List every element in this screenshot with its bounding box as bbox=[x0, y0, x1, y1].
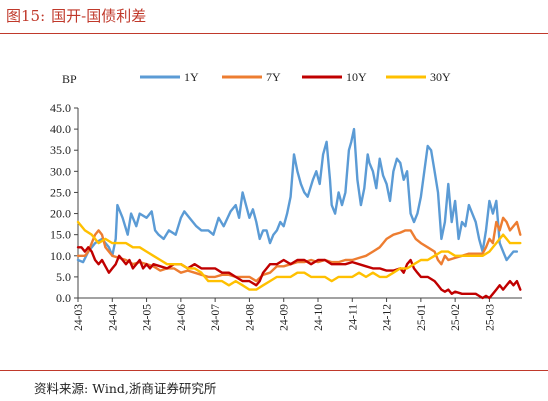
axes: 0.0 5.0 10.0 15.0 20.0 25.0 30.0 35.0 40.0 45.0 24… bbox=[50, 101, 522, 331]
x-tick-label: 24-06 bbox=[176, 304, 188, 331]
y-tick-label: 0.0 bbox=[56, 291, 71, 305]
legend-label-7y: 7Y bbox=[266, 70, 281, 84]
x-tick-label: 24-05 bbox=[142, 304, 154, 331]
source-note: 资料来源: Wind,浙商证券研究所 bbox=[34, 378, 216, 397]
y-tick-label: 15.0 bbox=[50, 228, 71, 242]
legend-label-10y: 10Y bbox=[346, 70, 367, 84]
spread-line-chart: BP 1Y 7Y 10Y 30Y 0.0 5.0 10.0 15.0 20.0 25.0 30.0… bbox=[50, 70, 522, 331]
legend: 1Y 7Y 10Y 30Y bbox=[140, 70, 451, 84]
x-tick-label: 24-07 bbox=[210, 304, 222, 331]
figure-number: 图15: bbox=[6, 7, 46, 25]
footer-divider bbox=[0, 370, 548, 371]
y-tick-label: 25.0 bbox=[50, 185, 71, 199]
x-tick-label: 24-11 bbox=[347, 304, 359, 331]
series-line-10y bbox=[76, 246, 522, 300]
y-tick-label: 10.0 bbox=[50, 249, 71, 263]
legend-label-1y: 1Y bbox=[184, 70, 199, 84]
figure-title-text: 国开-国债利差 bbox=[51, 7, 147, 25]
x-tick-label: 24-10 bbox=[313, 304, 325, 331]
series-line-30y bbox=[76, 220, 522, 291]
y-tick-label: 20.0 bbox=[50, 207, 71, 221]
series-layer bbox=[76, 127, 522, 300]
x-tick-label: 24-12 bbox=[382, 304, 394, 331]
source-text: Wind,浙商证券研究所 bbox=[92, 381, 217, 396]
title-divider bbox=[0, 33, 548, 34]
y-tick-label: 45.0 bbox=[50, 101, 71, 115]
x-tick-label: 24-09 bbox=[279, 304, 291, 331]
x-tick-label: 25-03 bbox=[484, 304, 496, 331]
x-tick-label: 25-01 bbox=[416, 304, 428, 331]
x-tick-label: 24-03 bbox=[73, 304, 85, 331]
y-tick-label: 5.0 bbox=[56, 270, 71, 284]
x-tick-label: 25-02 bbox=[450, 304, 462, 331]
series-line-1y bbox=[76, 127, 519, 264]
source-label: 资料来源: bbox=[34, 381, 89, 396]
y-axis-label: BP bbox=[62, 72, 77, 86]
y-tick-label: 35.0 bbox=[50, 143, 71, 157]
x-tick-label: 24-04 bbox=[107, 304, 119, 331]
y-tick-label: 40.0 bbox=[50, 122, 71, 136]
y-tick-label: 30.0 bbox=[50, 164, 71, 178]
x-tick-label: 24-08 bbox=[244, 304, 256, 331]
figure-title: 图15: 国开-国债利差 bbox=[6, 5, 146, 26]
legend-label-30y: 30Y bbox=[430, 70, 451, 84]
